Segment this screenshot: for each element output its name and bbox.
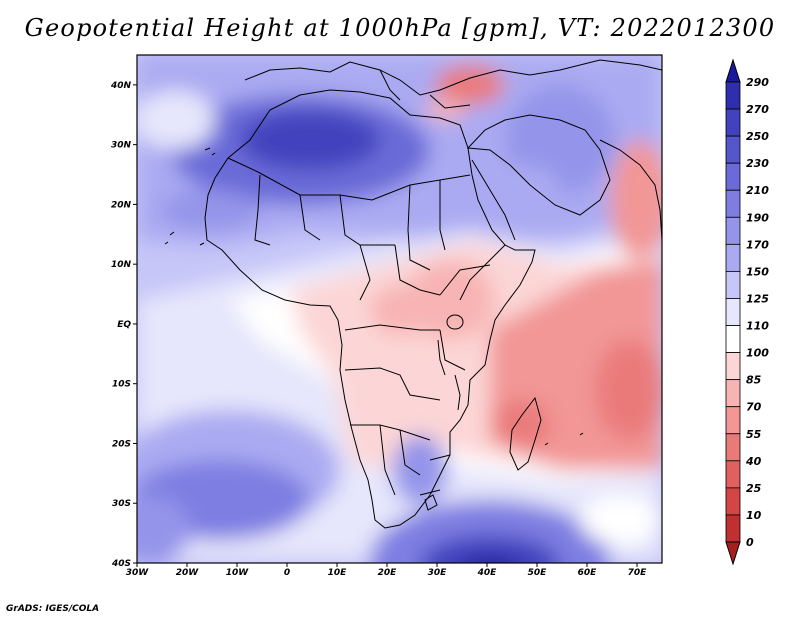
lon-tick-label: 30E [428,568,448,578]
colorbar-label: 290 [746,76,769,89]
colorbar-swatch [725,216,741,245]
colorbar-swatch [725,352,741,381]
coastlines [164,59,662,529]
lat-tick-label: 10S [112,380,131,390]
colorbar-swatch [725,460,741,489]
lat-tick-label: EQ [117,320,131,330]
colorbar-min-arrow [725,541,741,566]
lon-tick-label: 60E [578,568,598,578]
longitude-axis: 30W 20W 10W 0 10E 20E 30E 40E 50E 60E 70E [126,563,647,578]
lat-tick-label: 40N [110,81,132,91]
colorbar-swatch [725,487,741,516]
colorbar-swatch [725,406,741,435]
lat-tick-label: 40S [111,559,131,569]
colorbar-swatch [725,271,741,299]
lon-tick-label: 40E [477,568,498,578]
colorbar-swatch [725,298,741,326]
lon-tick-label: 20W [176,568,200,578]
colorbar-swatch [725,325,741,353]
colorbar-swatch [725,514,741,543]
colorbar-label: 0 [746,536,754,549]
grads-credit: GrADS: IGES/COLA [6,604,100,614]
colorbar-label: 25 [746,482,762,495]
colorbar-swatch [725,433,741,462]
height-field [137,55,662,563]
colorbar-swatch [725,189,741,218]
colorbar-label: 85 [746,374,762,387]
colorbar-label: 125 [746,292,769,305]
colorbar-swatch [725,243,741,272]
colorbar-label: 230 [746,157,769,170]
lon-tick-label: 30W [126,568,150,578]
colorbar-label: 70 [746,401,762,414]
colorbar-label: 270 [746,103,769,116]
lon-tick-label: 0 [284,568,290,578]
lon-tick-label: 50E [528,568,548,578]
lat-tick-label: 30N [111,141,132,151]
colorbar: 2902702502302101901701501251101008570554… [725,58,769,566]
colorbar-label: 150 [746,265,769,278]
colorbar-label: 55 [746,428,762,441]
map-plot: 30W 20W 10W 0 10E 20E 30E 40E 50E 60E 70E 40N 30N 20… [110,54,769,578]
colorbar-max-arrow [725,58,741,83]
lon-tick-label: 20E [378,568,398,578]
lat-tick-label: 10N [111,260,132,270]
lon-tick-label: 70E [628,568,648,578]
colorbar-label: 170 [746,238,769,251]
colorbar-swatch [725,108,741,137]
colorbar-label: 210 [746,184,769,197]
colorbar-swatch [725,379,741,408]
colorbar-swatch [725,81,741,110]
colorbar-swatch [725,135,741,164]
latitude-axis: 40N 30N 20N 10N EQ 10S 20S 30S 40S [110,81,137,569]
colorbar-swatch [725,162,741,191]
lat-tick-label: 30S [112,499,131,509]
lon-tick-label: 10W [226,568,250,578]
lat-tick-label: 20N [111,200,132,210]
colorbar-label: 40 [745,455,762,468]
colorbar-label: 110 [746,320,769,333]
plot-frame [136,54,663,564]
colorbar-label: 100 [746,347,769,360]
colorbar-label: 190 [746,211,769,224]
colorbar-label: 10 [746,509,762,522]
lat-tick-label: 20S [112,439,131,449]
colorbar-label: 250 [746,130,769,143]
map-title: Geopotential Height at 1000hPa [gpm], VT… [24,14,776,42]
lon-tick-label: 10E [328,568,348,578]
